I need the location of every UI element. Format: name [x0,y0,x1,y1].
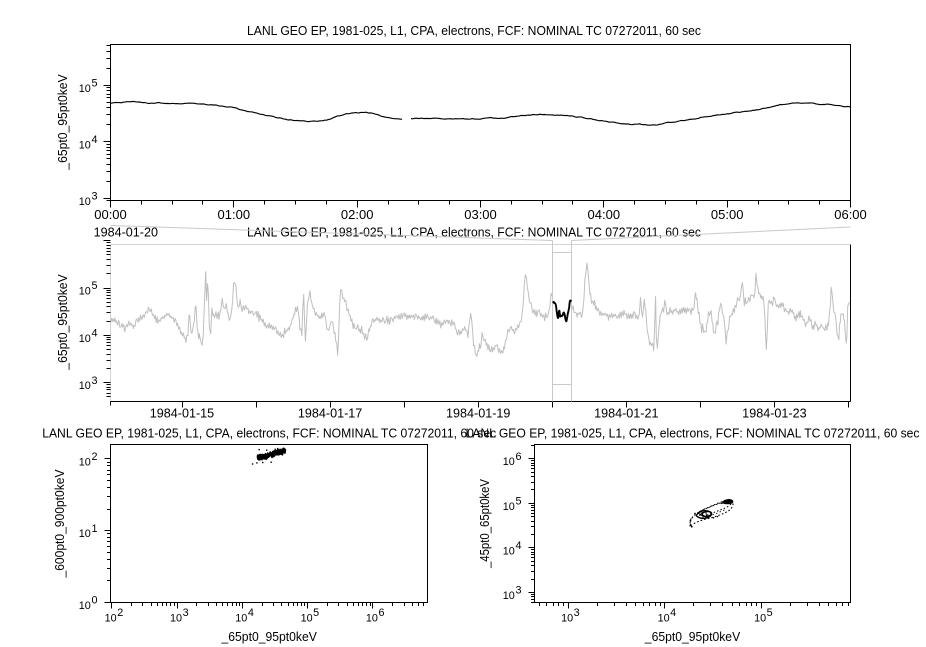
svg-text:10: 10 [658,612,670,624]
svg-text:00:00: 00:00 [94,208,127,222]
svg-text:10: 10 [79,83,91,95]
svg-text:10: 10 [79,286,91,298]
svg-text:5: 5 [91,280,97,292]
svg-text:10: 10 [79,600,91,612]
svg-text:3: 3 [515,585,521,597]
svg-text:10: 10 [503,501,515,513]
svg-text:3: 3 [91,375,97,387]
svg-text:4: 4 [670,607,676,619]
svg-text:10: 10 [79,333,91,345]
svg-text:6: 6 [378,607,384,619]
svg-text:10: 10 [105,612,117,624]
svg-text:LANL GEO EP, 1981-025, L1, CPA: LANL GEO EP, 1981-025, L1, CPA, electron… [466,427,920,441]
svg-text:5: 5 [767,607,773,619]
svg-text:04:00: 04:00 [588,208,621,222]
svg-text:10: 10 [754,612,766,624]
svg-text:10: 10 [79,528,91,540]
svg-text:3: 3 [91,191,97,203]
svg-text:1984-01-23: 1984-01-23 [742,406,806,420]
svg-text:05:00: 05:00 [711,208,744,222]
svg-text:10: 10 [366,612,378,624]
svg-text:10: 10 [170,612,182,624]
svg-text:4: 4 [91,328,97,340]
svg-text:10: 10 [561,612,573,624]
svg-text:5: 5 [515,496,521,508]
svg-text:10: 10 [79,380,91,392]
svg-text:_65pt0_95pt0keV: _65pt0_95pt0keV [644,630,741,644]
svg-text:10: 10 [503,590,515,602]
svg-text:6: 6 [515,451,521,463]
svg-text:01:00: 01:00 [218,208,251,222]
svg-text:5: 5 [313,607,319,619]
svg-text:3: 3 [574,607,580,619]
svg-text:2: 2 [117,607,123,619]
svg-text:06:00: 06:00 [834,208,867,222]
svg-text:_65pt0_95pt0keV: _65pt0_95pt0keV [221,630,318,644]
svg-text:LANL GEO EP, 1981-025, L1, CPA: LANL GEO EP, 1981-025, L1, CPA, electron… [247,24,701,38]
svg-text:1984-01-17: 1984-01-17 [298,406,362,420]
svg-text:02:00: 02:00 [341,208,374,222]
svg-text:4: 4 [248,607,254,619]
svg-text:_65pt0_95pt0keV: _65pt0_95pt0keV [56,74,70,171]
svg-text:0: 0 [91,595,97,607]
svg-text:_65pt0_95pt0keV: _65pt0_95pt0keV [56,274,70,371]
svg-text:LANL GEO EP, 1981-025, L1, CPA: LANL GEO EP, 1981-025, L1, CPA, electron… [247,225,701,239]
svg-text:4: 4 [515,540,521,552]
svg-text:5: 5 [91,78,97,90]
svg-text:10: 10 [503,456,515,468]
svg-text:1984-01-21: 1984-01-21 [594,406,658,420]
svg-text:_600pt0_900pt0keV: _600pt0_900pt0keV [53,469,67,579]
svg-text:10: 10 [301,612,313,624]
svg-text:03:00: 03:00 [464,208,497,222]
svg-text:10: 10 [79,456,91,468]
svg-text:4: 4 [91,134,97,146]
svg-text:2: 2 [91,451,97,463]
svg-text:10: 10 [235,612,247,624]
svg-text:10: 10 [79,196,91,208]
svg-text:1984-01-19: 1984-01-19 [446,406,510,420]
svg-text:1: 1 [91,523,97,535]
svg-text:10: 10 [503,545,515,557]
svg-text:1984-01-20: 1984-01-20 [94,225,158,239]
svg-text:3: 3 [183,607,189,619]
svg-text:10: 10 [79,139,91,151]
svg-text:LANL GEO EP, 1981-025, L1, CPA: LANL GEO EP, 1981-025, L1, CPA, electron… [42,427,496,441]
svg-text:_45pt0_65pt0keV: _45pt0_65pt0keV [478,478,492,568]
svg-text:1984-01-15: 1984-01-15 [150,406,214,420]
